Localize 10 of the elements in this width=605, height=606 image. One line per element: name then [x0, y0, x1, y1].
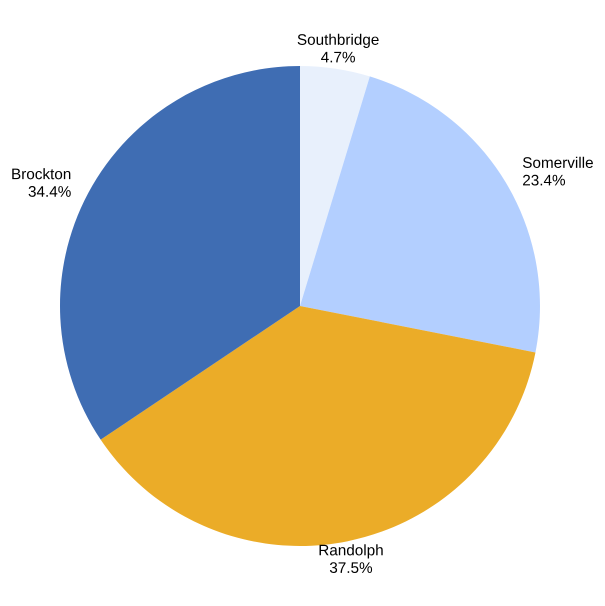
- slice-label: Brockton: [12, 168, 70, 180]
- slice-label: Somerville: [522, 156, 593, 168]
- slice-label: Randolph: [320, 544, 383, 558]
- data-label: 4.7%: [321, 52, 355, 62]
- slice-label: Southbridge: [298, 34, 379, 48]
- data-label: 23.4%: [523, 174, 566, 186]
- data-label: 34.4%: [28, 186, 71, 197]
- pie-slice: [100, 306, 536, 546]
- pie-slice: [300, 66, 370, 306]
- data-label: 37.5%: [330, 562, 372, 574]
